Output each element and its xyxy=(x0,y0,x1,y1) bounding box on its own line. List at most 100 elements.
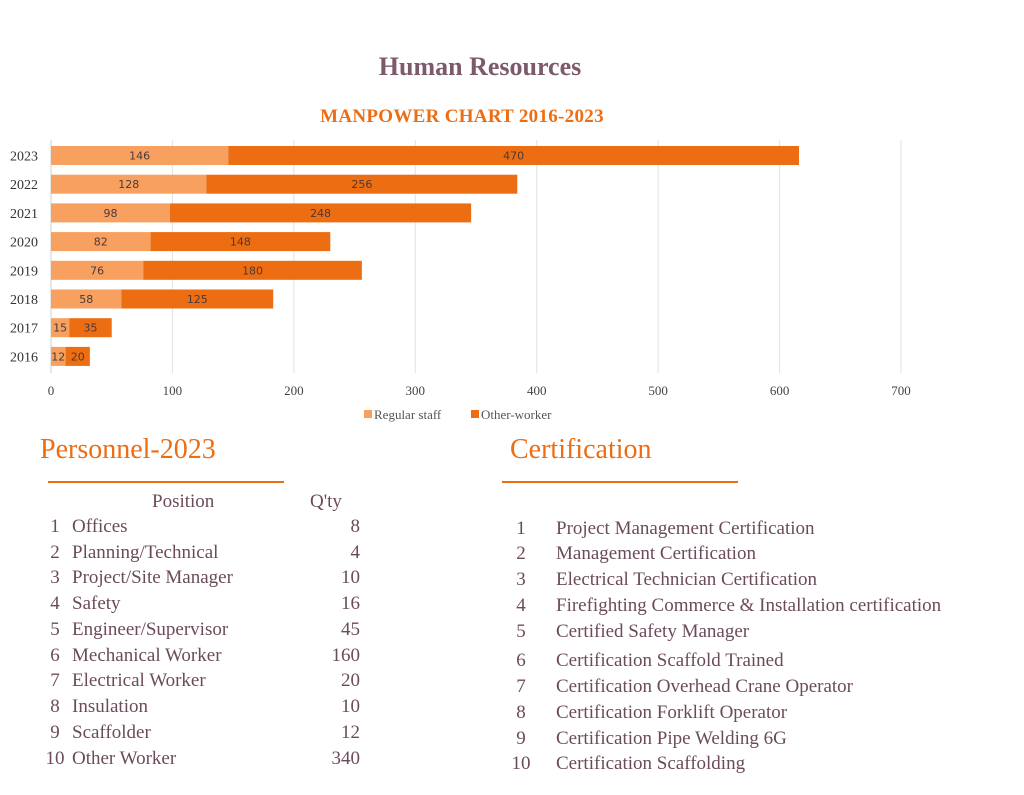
data-label: 12 xyxy=(51,350,65,363)
personnel-divider xyxy=(48,481,284,483)
legend-label: Other-worker xyxy=(481,407,552,422)
certification-item: 1 Project Management Certification xyxy=(506,518,1016,542)
personnel-row-position: Electrical Worker xyxy=(72,670,206,691)
x-tick-label: 400 xyxy=(527,383,547,398)
certification-item-number: 6 xyxy=(516,650,526,671)
x-tick-label: 200 xyxy=(284,383,304,398)
personnel-row-number: 8 xyxy=(50,696,60,717)
bar-segment xyxy=(51,260,144,280)
personnel-row: 3 Project/Site Manager 10 xyxy=(40,567,370,591)
x-tick-label: 0 xyxy=(48,383,55,398)
certification-item-number: 7 xyxy=(516,676,526,697)
bar-segment xyxy=(51,146,229,165)
certification-item-name: Certification Scaffold Trained xyxy=(556,650,784,671)
y-tick-label: 2020 xyxy=(10,236,38,251)
bar-segment xyxy=(206,174,518,194)
x-tick-label: 500 xyxy=(648,383,668,398)
certification-item-number: 1 xyxy=(516,518,526,539)
certification-item-number: 10 xyxy=(511,753,531,774)
certification-item: 7 Certification Overhead Crane Operator xyxy=(506,676,1016,700)
personnel-row-number: 6 xyxy=(50,645,60,666)
y-tick-label: 2023 xyxy=(10,150,38,165)
personnel-row-qty: 16 xyxy=(341,593,360,614)
personnel-row-number: 1 xyxy=(50,516,60,537)
data-label: 125 xyxy=(187,293,208,306)
certification-divider xyxy=(502,481,738,483)
y-tick-label: 2019 xyxy=(10,264,38,279)
personnel-row-qty: 45 xyxy=(341,619,360,640)
bar-segment xyxy=(51,203,171,223)
certification-item: 8 Certification Forklift Operator xyxy=(506,702,1016,726)
data-label: 148 xyxy=(230,236,251,249)
data-label: 470 xyxy=(503,150,524,163)
data-label: 58 xyxy=(79,293,93,306)
certification-item-name: Management Certification xyxy=(556,543,756,564)
page-title: Human Resources xyxy=(378,52,582,81)
certification-item: 2 Management Certification xyxy=(506,543,1016,567)
certification-item-name: Certification Scaffolding xyxy=(556,753,746,774)
x-tick-label: 100 xyxy=(163,383,183,398)
position-column-header: Position xyxy=(152,491,215,512)
bar-segment xyxy=(150,232,331,252)
certification-item-name: Certification Forklift Operator xyxy=(556,702,788,723)
data-label: 180 xyxy=(242,264,263,277)
personnel-row: 4 Safety 16 xyxy=(40,593,370,617)
personnel-row-position: Engineer/Supervisor xyxy=(72,619,229,640)
personnel-row-position: Safety xyxy=(72,593,121,614)
personnel-row-qty: 160 xyxy=(331,645,361,666)
personnel-row: 6 Mechanical Worker 160 xyxy=(40,645,370,669)
certification-item: 9 Certification Pipe Welding 6G xyxy=(506,728,1016,752)
certification-item-number: 5 xyxy=(516,621,526,642)
chart-title: MANPOWER CHART 2016-2023 xyxy=(320,106,604,127)
bar-segment xyxy=(51,318,70,338)
personnel-row: 2 Planning/Technical 4 xyxy=(40,542,370,566)
personnel-row-number: 10 xyxy=(45,748,65,769)
personnel-row: 5 Engineer/Supervisor 45 xyxy=(40,619,370,643)
data-label: 76 xyxy=(90,264,104,277)
personnel-row-qty: 340 xyxy=(331,748,361,769)
personnel-row-number: 5 xyxy=(50,619,60,640)
personnel-row-number: 9 xyxy=(50,722,60,743)
personnel-row: 9 Scaffolder 12 xyxy=(40,722,370,746)
bar-segment xyxy=(51,232,151,252)
personnel-row: 1 Offices 8 xyxy=(40,516,370,540)
x-tick-label: 300 xyxy=(406,383,426,398)
data-label: 146 xyxy=(129,150,150,163)
certification-item: 6 Certification Scaffold Trained xyxy=(506,650,1016,674)
personnel-row-qty: 4 xyxy=(350,542,361,563)
certification-item-number: 4 xyxy=(516,595,526,616)
personnel-row: 10 Other Worker 340 xyxy=(40,748,370,772)
personnel-row-number: 4 xyxy=(50,593,60,614)
data-label: 20 xyxy=(71,350,85,363)
personnel-row-position: Project/Site Manager xyxy=(72,567,233,588)
personnel-row-position: Insulation xyxy=(72,696,148,717)
certification-item-number: 2 xyxy=(516,543,526,564)
bar-segment xyxy=(69,318,112,338)
certification-item-name: Certification Pipe Welding 6G xyxy=(556,728,787,749)
bar-segment xyxy=(51,346,66,366)
personnel-row-qty: 12 xyxy=(341,722,360,743)
qty-column-header: Q'ty xyxy=(310,491,342,512)
certification-item: 10 Certification Scaffolding xyxy=(506,753,1016,777)
x-tick-label: 700 xyxy=(891,383,911,398)
data-label: 248 xyxy=(310,207,331,220)
certification-item-name: Certified Safety Manager xyxy=(556,621,750,642)
bar-segment xyxy=(51,289,122,309)
data-label: 128 xyxy=(118,178,139,191)
certification-title: Certification xyxy=(510,434,652,465)
personnel-row: 7 Electrical Worker 20 xyxy=(40,670,370,694)
y-tick-label: 2018 xyxy=(10,293,38,308)
bar-segment xyxy=(51,174,207,194)
personnel-row-position: Other Worker xyxy=(72,748,177,769)
certification-item-number: 8 xyxy=(516,702,526,723)
bar-segment xyxy=(143,260,362,280)
certification-item: 5 Certified Safety Manager xyxy=(506,621,1016,645)
data-label: 35 xyxy=(83,322,97,335)
personnel-row-number: 3 xyxy=(50,567,60,588)
bar-segment xyxy=(170,203,472,223)
y-tick-label: 2016 xyxy=(10,350,38,365)
personnel-title: Personnel-2023 xyxy=(40,434,216,465)
personnel-row-qty: 10 xyxy=(341,696,360,717)
y-tick-label: 2021 xyxy=(10,207,38,222)
